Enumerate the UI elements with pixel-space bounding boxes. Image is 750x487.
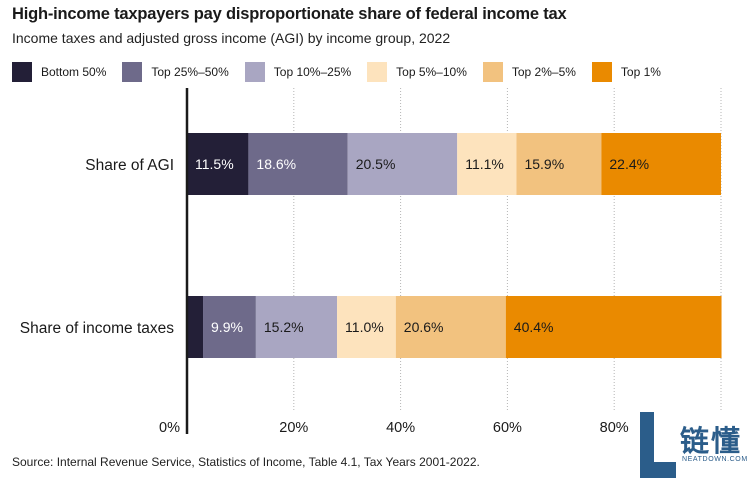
bar-segment (248, 133, 348, 195)
legend-item: Top 5%–10% (367, 62, 467, 82)
watermark-latin: NEATDOWN.COM (682, 456, 748, 463)
legend-item: Top 10%–25% (244, 62, 352, 82)
chart-title: High-income taxpayers pay disproportiona… (12, 5, 567, 23)
data-label: 22.4% (609, 156, 649, 172)
legend-swatch (122, 62, 143, 82)
bar-segment (337, 296, 396, 358)
legend-label: Top 2%–5% (511, 65, 576, 79)
data-label: 20.5% (356, 156, 396, 172)
legend-swatch (591, 62, 612, 82)
x-tick-label: 80% (600, 420, 629, 436)
legend-swatch (244, 62, 265, 82)
data-label: 18.6% (256, 156, 296, 172)
bar-segment (601, 133, 721, 195)
chart-subtitle: Income taxes and adjusted gross income (… (12, 30, 451, 46)
bar-segment (395, 296, 506, 358)
source-note: Source: Internal Revenue Service, Statis… (12, 455, 480, 469)
legend-swatch (482, 62, 503, 82)
legend-swatch (12, 62, 32, 82)
bar-segment (187, 296, 204, 358)
data-label: 15.9% (524, 156, 564, 172)
legend-swatch (367, 62, 388, 82)
data-label: 40.4% (514, 319, 554, 335)
bar-segment (255, 296, 338, 358)
watermark-logo: 链懂 NEATDOWN.COM (638, 410, 750, 482)
bar-segment (187, 133, 249, 195)
legend-item: Top 2%–5% (482, 62, 576, 82)
category-label: Share of AGI (85, 157, 174, 174)
legend-label: Top 5%–10% (396, 65, 467, 79)
data-label: 11.5% (195, 156, 234, 172)
legend-item: Bottom 50% (12, 62, 106, 82)
bar-segment (203, 296, 256, 358)
data-label: 20.6% (404, 319, 444, 335)
legend-item: Top 1% (591, 62, 661, 82)
legend-label: Top 25%–50% (151, 65, 229, 79)
legend-label: Top 1% (620, 65, 661, 79)
data-label: 9.9% (211, 319, 243, 335)
bar-segment (347, 133, 458, 195)
watermark-chinese: 链懂 (680, 424, 743, 458)
legend-label: Top 10%–25% (273, 65, 352, 79)
logo-l-icon (640, 412, 676, 478)
legend-item: Top 25%–50% (122, 62, 229, 82)
bar-segment (505, 296, 722, 358)
data-label: 15.2% (264, 319, 304, 335)
data-label: 11.1% (465, 156, 504, 172)
x-tick-label: 40% (386, 420, 415, 436)
category-label: Share of income taxes (20, 320, 174, 337)
bar-segment (457, 133, 517, 195)
stacked-bar-chart: 11.5% 18.6% 20.5% 11.1% 15.9% 22.4% Share of A… (20, 88, 722, 436)
x-tick-label: 20% (279, 420, 308, 436)
data-label: 11.0% (345, 319, 384, 335)
legend: Bottom 50% Top 25%–50% Top 10%–25% Top 5%–1… (12, 61, 677, 83)
legend-label: Bottom 50% (41, 65, 107, 79)
x-tick-label: 0% (159, 420, 180, 436)
bar-segment (516, 133, 602, 195)
x-tick-label: 60% (493, 420, 522, 436)
